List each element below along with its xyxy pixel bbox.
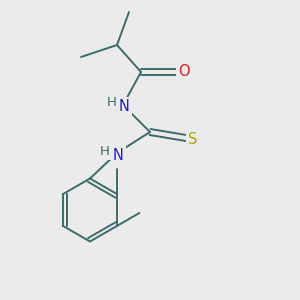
Text: H: H <box>100 145 110 158</box>
Text: S: S <box>188 132 197 147</box>
Text: H: H <box>107 95 116 109</box>
Text: N: N <box>113 148 124 163</box>
Text: N: N <box>119 99 130 114</box>
Text: O: O <box>178 64 189 80</box>
